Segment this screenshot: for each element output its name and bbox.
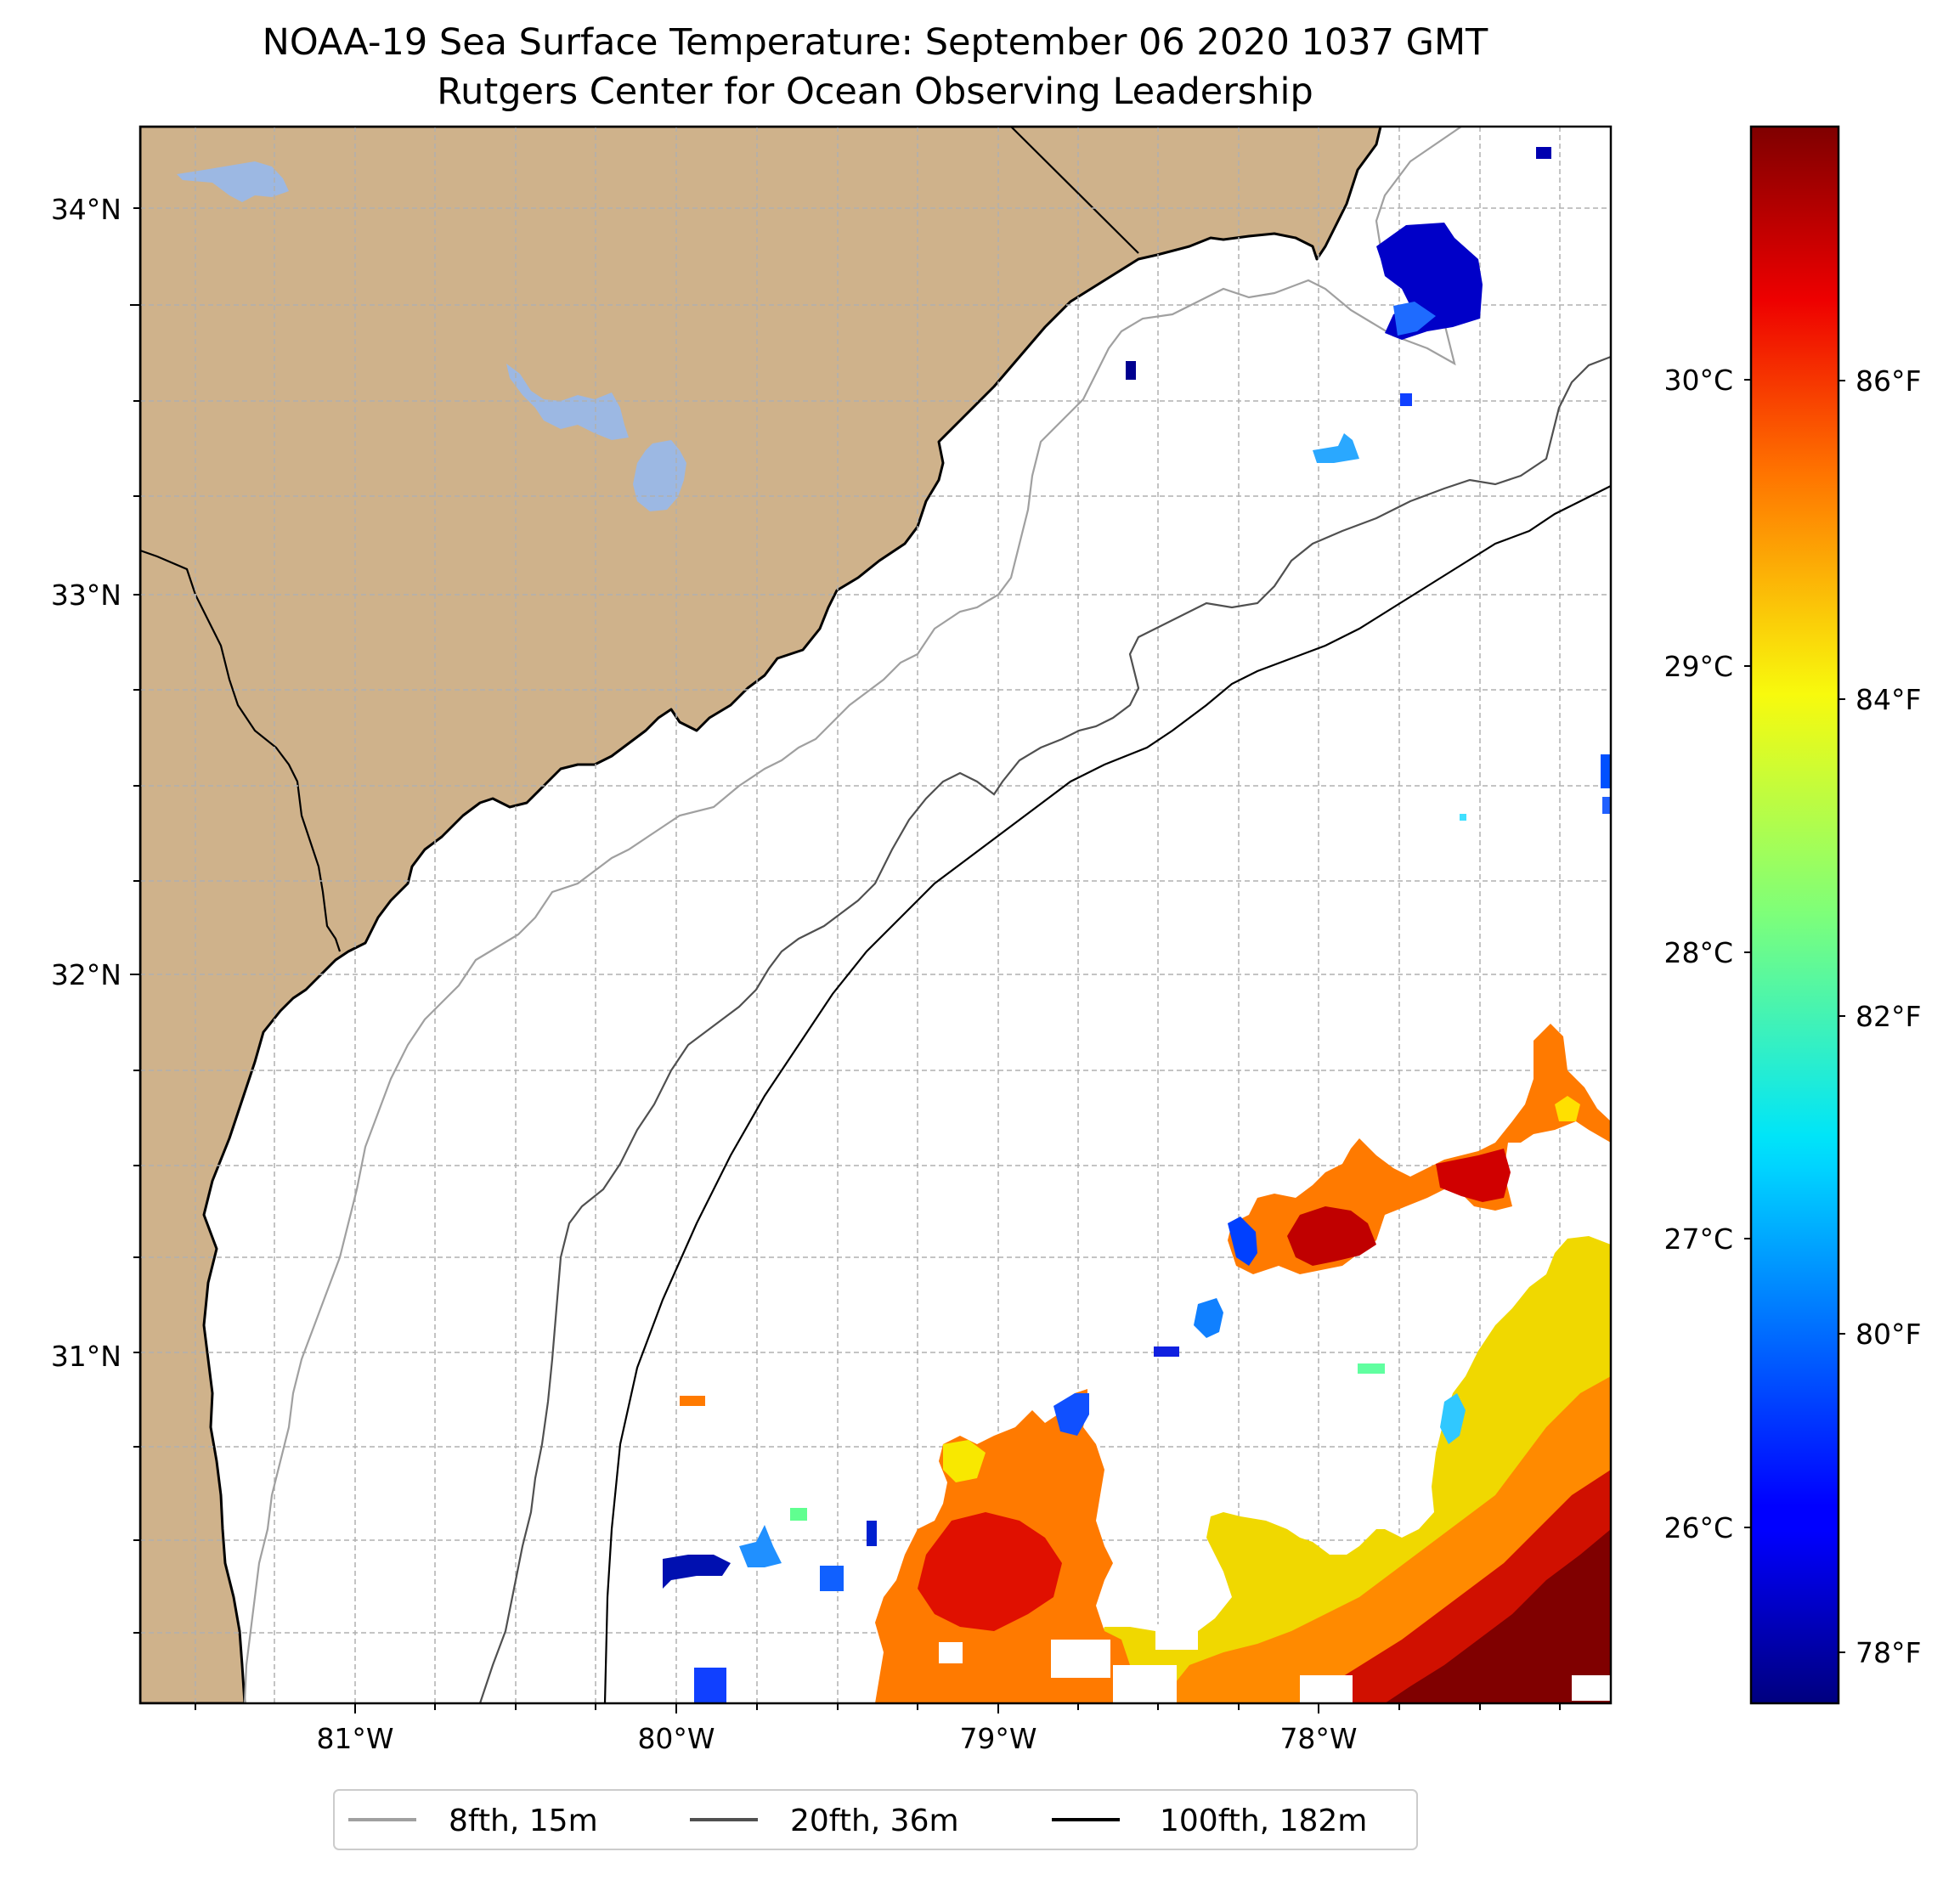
sst-patch-small-c (1358, 1363, 1385, 1374)
sst-patch-south-gap4 (1155, 1624, 1198, 1650)
axis-ticks (130, 207, 1561, 1713)
contour-20fth-36m (478, 355, 1611, 1703)
map-panel (140, 127, 1611, 1703)
sst-patch-north-small (1536, 147, 1551, 159)
colorbar-c-29: 29°C (1663, 650, 1733, 683)
sst-patch-plume-blue (1228, 1217, 1257, 1266)
sst-patch-white-gap2 (1572, 1675, 1611, 1701)
lon-label-79w: 79°W (959, 1722, 1036, 1755)
sst-patch-plume-red (1287, 1206, 1376, 1266)
colorbar-f-78: 78°F (1856, 1636, 1921, 1669)
lon-label-80w: 80°W (637, 1722, 715, 1755)
lon-label-81w: 81°W (316, 1722, 393, 1755)
lat-label-31n: 31°N (51, 1340, 121, 1373)
legend-box (333, 1789, 1418, 1850)
sst-patch-north-small3 (1400, 393, 1412, 406)
legend-label-8fth: 8fth, 15m (449, 1804, 598, 1838)
contour-8fth-15m (243, 127, 1462, 1703)
sst-patch-north-small2 (1126, 361, 1136, 380)
lake-moultrie-upper (506, 364, 629, 440)
sst-data-patches (663, 147, 1611, 1703)
sst-patch-south-central-red (918, 1512, 1062, 1631)
lat-label-33n: 33°N (51, 579, 121, 612)
colorbar-c-26: 26°C (1663, 1511, 1733, 1544)
sst-patch-southwest-d (867, 1521, 877, 1546)
sst-patch-south-central-blue (1053, 1393, 1089, 1436)
sst-patch-southwest-c (790, 1508, 807, 1521)
sst-patch-south-central-yellow (943, 1440, 986, 1482)
lat-label-34n: 34°N (51, 193, 121, 226)
contour-100fth-182m (603, 485, 1611, 1703)
chart-title-line1: NOAA-19 Sea Surface Temperature: Septemb… (263, 21, 1488, 64)
sst-patch-south-gap3 (1113, 1665, 1177, 1703)
legend: 8fth, 15m 20fth, 36m 100fth, 182m (333, 1789, 1418, 1850)
lon-label-78w: 78°W (1279, 1722, 1357, 1755)
colorbar-c-27: 27°C (1663, 1222, 1733, 1256)
sst-patch-south-gap2 (1051, 1640, 1110, 1678)
colorbar-f-84: 84°F (1856, 683, 1921, 716)
sst-patch-small-e (1460, 814, 1466, 821)
gridlines (140, 127, 1611, 1703)
colorbar (1749, 125, 1840, 1705)
sst-patch-southwest-e (820, 1566, 844, 1591)
sst-patch-southwest-f (694, 1668, 726, 1703)
legend-label-100fth: 100fth, 182m (1160, 1804, 1367, 1838)
sst-patch-small-d (680, 1396, 705, 1406)
chart-title-line2: Rutgers Center for Ocean Observing Leade… (437, 71, 1313, 113)
sst-patch-southeast-darkred (1385, 1529, 1611, 1703)
sst-patch-southwest-b (739, 1525, 782, 1567)
map-frame (138, 125, 1613, 1705)
sst-patch-south-gap1 (939, 1642, 963, 1663)
sst-patch-edge1 (1601, 754, 1611, 788)
colorbar-f-80: 80°F (1856, 1318, 1921, 1351)
sst-patch-plume-red2 (1436, 1149, 1511, 1202)
lat-label-32n: 32°N (51, 958, 121, 991)
lake-marion (177, 161, 289, 202)
colorbar-f-82: 82°F (1856, 1000, 1921, 1033)
sst-patch-plume-yellow (1555, 1096, 1580, 1121)
sst-patch-southwest-a (663, 1555, 731, 1589)
sst-patch-north-blue (1393, 302, 1436, 336)
colorbar-c-30: 30°C (1663, 364, 1733, 397)
colorbar-ticks (1744, 379, 1845, 1653)
lake-moultrie (633, 440, 686, 511)
colorbar-f-86: 86°F (1856, 364, 1921, 398)
sst-patch-white-gap1 (1300, 1675, 1353, 1703)
sst-patch-north-cyan (1313, 433, 1359, 463)
sst-patch-small-b (1154, 1346, 1179, 1357)
colorbar-c-28: 28°C (1663, 936, 1733, 969)
legend-label-20fth: 20fth, 36m (790, 1804, 959, 1838)
sst-patch-small-a (1194, 1298, 1223, 1338)
sst-patch-edge2 (1602, 797, 1611, 814)
sst-patch-southeast-cyan (1440, 1393, 1466, 1444)
land-area (140, 127, 1382, 1703)
